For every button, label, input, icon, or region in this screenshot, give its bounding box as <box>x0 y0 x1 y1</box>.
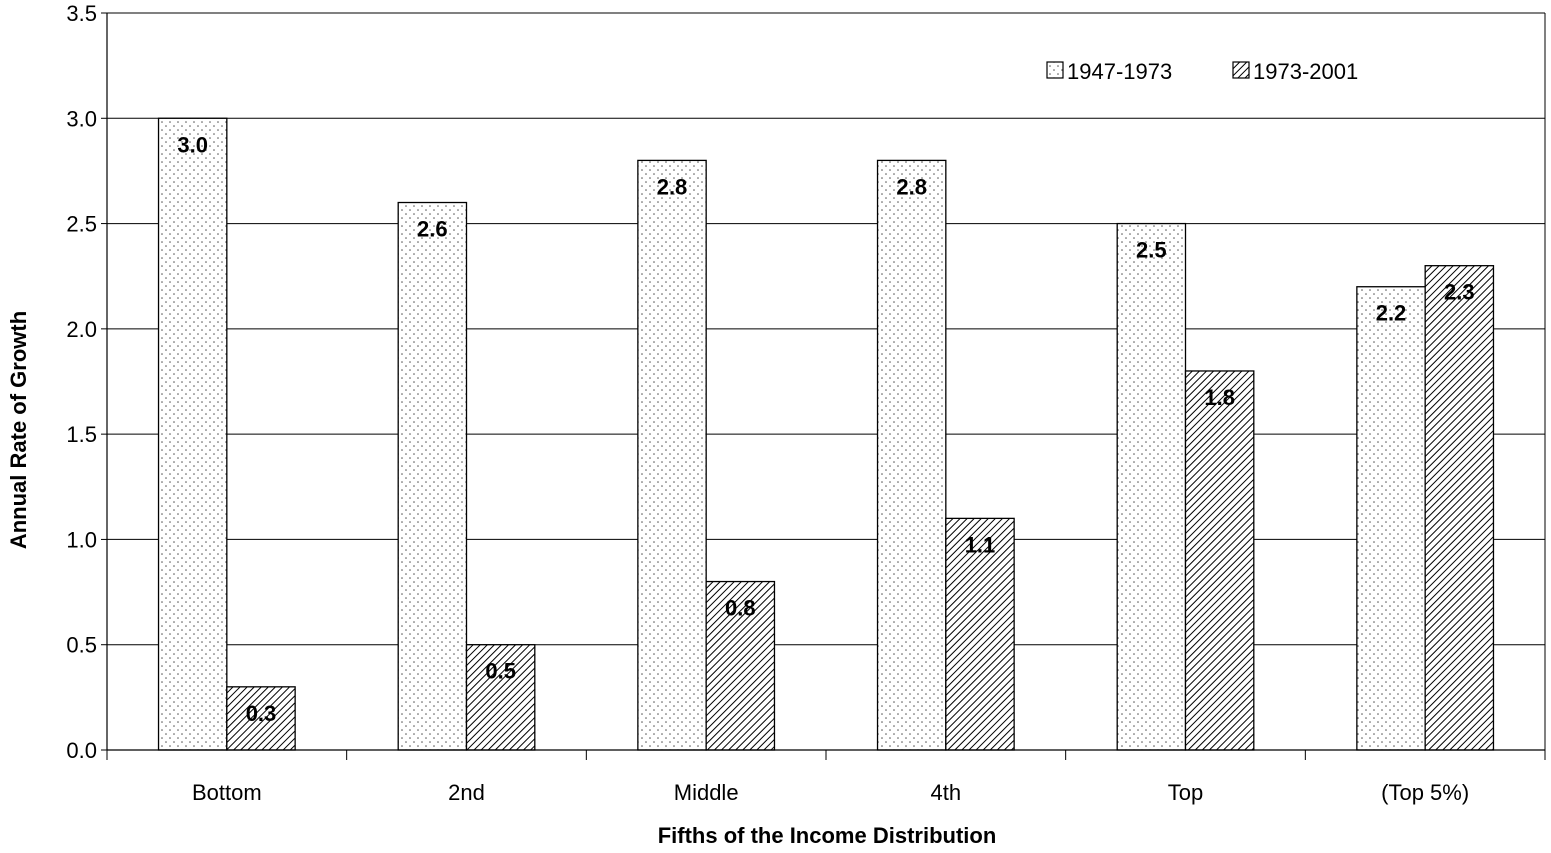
bar <box>1356 286 1426 751</box>
y-tick-label: 2.0 <box>66 317 97 342</box>
y-tick-label: 2.5 <box>66 212 97 237</box>
data-label: 0.5 <box>485 659 516 684</box>
bar <box>226 686 296 751</box>
labels: 0.0 0.5 1.0 1.5 2.0 2.5 3.0 3.5 3.0 0.3 Bottom 2.6 0… <box>66 1 1474 805</box>
data-label: 0.3 <box>246 701 277 726</box>
gridlines <box>107 12 1545 646</box>
legend-swatch <box>1046 61 1064 79</box>
legend: 1947-1973 1973-2001 <box>1046 59 1358 84</box>
y-tick-label: 1.0 <box>66 527 97 552</box>
x-tick-label: 2nd <box>448 780 485 805</box>
data-label: 1.1 <box>965 532 996 557</box>
data-label: 1.8 <box>1204 385 1235 410</box>
data-label: 0.8 <box>725 596 756 621</box>
bar <box>945 517 1015 751</box>
data-label: 2.8 <box>896 174 927 199</box>
bars <box>157 117 1495 751</box>
data-label: 2.6 <box>417 217 448 242</box>
bar <box>157 117 228 751</box>
data-label: 3.0 <box>177 132 208 157</box>
y-tick-label: 0.5 <box>66 633 97 658</box>
y-tick-label: 0.0 <box>66 738 97 763</box>
data-label: 2.5 <box>1136 238 1167 263</box>
x-tick-label: (Top 5%) <box>1381 780 1469 805</box>
bar <box>1116 222 1187 751</box>
bar <box>705 580 776 751</box>
axes <box>101 12 1546 760</box>
legend-label: 1973-2001 <box>1253 59 1358 84</box>
legend-label: 1947-1973 <box>1067 59 1172 84</box>
y-tick-label: 1.5 <box>66 422 97 447</box>
y-axis-title: Annual Rate of Growth <box>6 311 31 549</box>
bar <box>465 644 536 751</box>
bar <box>637 159 707 751</box>
x-tick-label: Top <box>1168 780 1203 805</box>
bar <box>1184 370 1255 751</box>
x-axis-title: Fifths of the Income Distribution <box>658 823 997 848</box>
x-tick-label: Middle <box>674 780 739 805</box>
bar <box>1424 265 1495 751</box>
bar <box>397 201 468 751</box>
legend-swatch <box>1232 61 1250 79</box>
x-tick-label: Bottom <box>192 780 262 805</box>
data-label: 2.2 <box>1376 301 1407 326</box>
data-label: 2.8 <box>657 174 688 199</box>
data-label: 2.3 <box>1444 280 1475 305</box>
y-tick-label: 3.5 <box>66 1 97 26</box>
bar <box>876 159 947 751</box>
y-tick-label: 3.0 <box>66 106 97 131</box>
x-tick-label: 4th <box>931 780 962 805</box>
